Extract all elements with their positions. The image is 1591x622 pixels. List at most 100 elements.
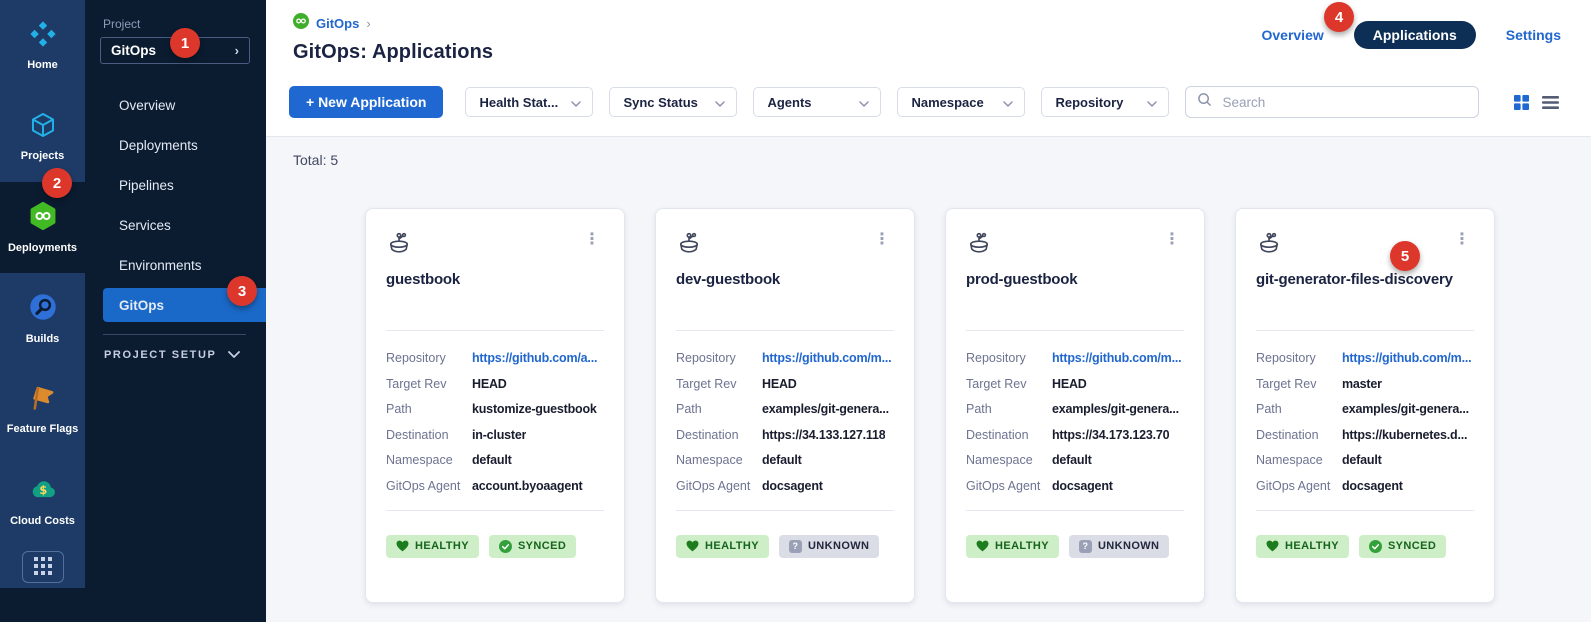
application-name: prod-guestbook	[966, 271, 1078, 288]
search-box[interactable]	[1185, 86, 1480, 118]
status-badge: HEALTHY	[966, 534, 1059, 558]
search-icon	[1197, 92, 1212, 112]
rail-module-label: Cloud Costs	[10, 515, 75, 527]
rail-modules: Home Projects Deployments Builds	[0, 0, 85, 546]
application-card[interactable]: ⋮ git-generator-files-discovery Reposito…	[1235, 208, 1495, 603]
field-value[interactable]: https://github.com/m...	[1052, 351, 1182, 365]
tab[interactable]: Applications	[1353, 21, 1476, 49]
field-label: Path	[966, 402, 992, 416]
card-fields: Repository https://github.com/m... Targe…	[676, 350, 894, 494]
filter-dropdown[interactable]: Agents	[753, 87, 882, 117]
tab[interactable]: Overview	[1261, 27, 1324, 43]
card-field-row: Repository https://github.com/m...	[676, 350, 894, 366]
kebab-menu-icon[interactable]: ⋮	[584, 229, 600, 248]
application-icon	[386, 229, 412, 260]
filter-dropdown-label: Sync Status	[623, 94, 698, 110]
project-nav-item[interactable]: Deployments	[85, 125, 266, 165]
grid-view-button[interactable]	[1514, 94, 1529, 110]
card-field-row: Target Rev master	[1256, 376, 1474, 392]
field-label: Destination	[386, 427, 449, 442]
rail-module[interactable]: Projects	[0, 91, 85, 182]
project-nav-item[interactable]: Pipelines	[85, 165, 266, 205]
projects-icon	[29, 111, 57, 144]
annotation-badge-3: 3	[227, 276, 257, 306]
project-nav-item[interactable]: Environments	[85, 245, 266, 285]
card-fields: Repository https://github.com/m... Targe…	[1256, 350, 1474, 494]
field-value: default	[472, 453, 512, 467]
application-card[interactable]: ⋮ dev-guestbook Repository https://githu…	[655, 208, 915, 603]
rail-module[interactable]: Feature Flags	[0, 364, 85, 455]
status-badge-label: HEALTHY	[415, 540, 469, 552]
kebab-menu-icon[interactable]: ⋮	[874, 229, 890, 248]
project-nav-item[interactable]: Services	[85, 205, 266, 245]
deployments-icon	[28, 201, 58, 236]
heart-icon	[976, 540, 989, 552]
field-value: master	[1342, 376, 1382, 391]
card-field-row: GitOps Agent docsagent	[1256, 478, 1474, 494]
status-badge: ? UNKNOWN	[778, 534, 880, 558]
status-badge-label: HEALTHY	[995, 540, 1049, 552]
field-value[interactable]: https://github.com/m...	[1342, 351, 1472, 365]
chevron-down-icon	[1003, 95, 1014, 110]
field-label: Repository	[966, 351, 1026, 365]
page-header: GitOps › GitOps: Applications Overview A…	[266, 0, 1591, 68]
new-application-button[interactable]: + New Application	[289, 86, 444, 118]
filter-dropdown[interactable]: Namespace	[897, 87, 1026, 117]
field-label: Namespace	[386, 453, 453, 467]
builds-icon	[28, 292, 58, 327]
total-count: Total: 5	[293, 152, 339, 168]
rail-module[interactable]: Home	[0, 0, 85, 91]
chevron-right-icon: ›	[234, 43, 239, 58]
kebab-menu-icon[interactable]: ⋮	[1164, 229, 1180, 248]
annotation-badge-1: 1	[170, 28, 200, 58]
module-grid-button[interactable]	[21, 551, 64, 583]
search-input[interactable]	[1220, 93, 1468, 111]
svg-text:$: $	[39, 484, 47, 497]
divider	[1256, 509, 1474, 511]
field-value[interactable]: https://github.com/m...	[762, 351, 892, 365]
chevron-right-icon: ›	[366, 16, 371, 31]
field-label: Target Rev	[676, 376, 737, 391]
card-field-row: Destination https://kubernetes.d...	[1256, 427, 1474, 443]
rail-module[interactable]: Builds	[0, 273, 85, 364]
kebab-menu-icon[interactable]: ⋮	[1454, 229, 1470, 248]
field-label: Target Rev	[1256, 376, 1317, 391]
filter-dropdown[interactable]: Repository	[1041, 87, 1170, 117]
field-label: Path	[386, 402, 412, 416]
annotation-badge-4: 4	[1324, 2, 1354, 32]
question-square-icon: ?	[788, 539, 802, 553]
breadcrumb: GitOps ›	[293, 13, 493, 34]
filter-dropdown[interactable]: Health Stat...	[465, 87, 594, 117]
filter-toolbar: + New Application Health Stat... Sync St…	[266, 68, 1591, 137]
field-value: docsagent	[1342, 478, 1403, 493]
status-badges: HEALTHY ? UNKNOWN	[966, 534, 1184, 558]
rail-module-label: Projects	[20, 150, 65, 162]
rail-module[interactable]: $ Cloud Costs	[0, 455, 85, 546]
application-card[interactable]: ⋮ prod-guestbook Repository https://gith…	[945, 208, 1205, 603]
card-field-row: Path examples/git-genera...	[966, 401, 1184, 417]
field-label: Namespace	[966, 453, 1033, 467]
field-value: default	[1342, 453, 1382, 467]
project-nav-item[interactable]: Overview	[85, 85, 266, 125]
field-value[interactable]: https://github.com/a...	[472, 351, 598, 365]
application-card[interactable]: ⋮ guestbook Repository https://github.co…	[365, 208, 625, 603]
field-value: HEAD	[1052, 376, 1087, 391]
field-value: HEAD	[762, 376, 797, 391]
project-name: GitOps	[111, 43, 157, 58]
field-label: GitOps Agent	[966, 478, 1041, 493]
tab[interactable]: Settings	[1505, 27, 1561, 43]
list-view-button[interactable]	[1542, 95, 1559, 109]
card-field-row: Namespace default	[676, 452, 894, 468]
chevron-down-icon	[228, 349, 240, 361]
feature-flags-icon	[29, 384, 57, 417]
filter-dropdown[interactable]: Sync Status	[609, 87, 738, 117]
home-icon	[29, 20, 57, 53]
heart-icon	[1266, 540, 1279, 552]
breadcrumb-gitops-link[interactable]: GitOps	[316, 16, 360, 31]
rail-module[interactable]: Deployments	[0, 182, 85, 273]
application-name: git-generator-files-discovery	[1256, 271, 1453, 288]
application-name: guestbook	[386, 271, 461, 288]
project-setup-toggle[interactable]: PROJECT SETUP	[85, 349, 266, 361]
field-label: Destination	[676, 427, 739, 442]
heart-icon	[396, 540, 409, 552]
